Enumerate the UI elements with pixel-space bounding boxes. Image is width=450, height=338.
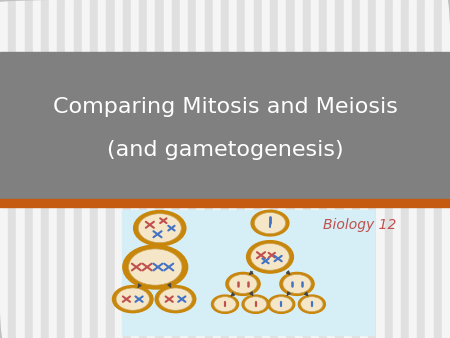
Ellipse shape xyxy=(138,214,181,243)
Bar xyxy=(376,0,385,338)
Bar xyxy=(16,0,25,338)
Bar xyxy=(434,0,442,338)
Bar xyxy=(172,0,180,338)
Bar xyxy=(213,0,221,338)
Bar xyxy=(0,199,450,207)
Ellipse shape xyxy=(112,286,153,313)
Bar xyxy=(164,0,172,338)
Bar xyxy=(57,0,65,338)
Bar xyxy=(352,0,360,338)
Ellipse shape xyxy=(301,297,323,312)
Bar xyxy=(147,0,155,338)
Bar xyxy=(25,0,33,338)
Bar xyxy=(74,0,82,338)
Bar xyxy=(335,0,344,338)
Bar xyxy=(319,0,327,338)
Bar xyxy=(425,0,434,338)
Ellipse shape xyxy=(283,274,311,293)
Bar xyxy=(123,0,131,338)
Bar xyxy=(295,0,303,338)
Bar xyxy=(327,0,335,338)
Ellipse shape xyxy=(159,288,192,310)
Bar xyxy=(90,0,98,338)
Bar xyxy=(82,0,90,338)
Bar xyxy=(286,0,295,338)
Bar xyxy=(8,0,16,338)
Bar xyxy=(180,0,188,338)
Text: Comparing Mitosis and Meiosis: Comparing Mitosis and Meiosis xyxy=(53,97,397,117)
Bar xyxy=(106,0,115,338)
Ellipse shape xyxy=(242,295,269,313)
Bar xyxy=(65,0,74,338)
Bar xyxy=(245,0,254,338)
Bar xyxy=(262,0,270,338)
Bar xyxy=(401,0,409,338)
Ellipse shape xyxy=(251,210,289,236)
Bar xyxy=(442,0,450,338)
Text: Biology 12: Biology 12 xyxy=(323,218,397,233)
Ellipse shape xyxy=(280,272,314,295)
Ellipse shape xyxy=(229,274,257,293)
Bar xyxy=(344,0,352,338)
Bar xyxy=(122,210,374,335)
Bar xyxy=(0,52,450,199)
Bar xyxy=(278,0,286,338)
Ellipse shape xyxy=(134,211,186,246)
Ellipse shape xyxy=(251,243,289,270)
Bar xyxy=(0,0,8,338)
Bar xyxy=(303,0,311,338)
Ellipse shape xyxy=(226,272,260,295)
Ellipse shape xyxy=(298,295,325,313)
Ellipse shape xyxy=(212,295,239,313)
Bar xyxy=(205,0,213,338)
Bar xyxy=(131,0,139,338)
Bar xyxy=(393,0,401,338)
Ellipse shape xyxy=(268,295,295,313)
Ellipse shape xyxy=(123,245,188,289)
Bar xyxy=(368,0,376,338)
Bar xyxy=(237,0,245,338)
Ellipse shape xyxy=(247,241,293,273)
Bar xyxy=(33,0,41,338)
Bar xyxy=(115,0,123,338)
Bar xyxy=(41,0,49,338)
Bar xyxy=(98,0,106,338)
Bar xyxy=(49,0,57,338)
Bar xyxy=(417,0,425,338)
Bar xyxy=(155,0,164,338)
Bar xyxy=(196,0,205,338)
Bar xyxy=(360,0,368,338)
Bar xyxy=(139,0,147,338)
Ellipse shape xyxy=(129,249,182,285)
Bar xyxy=(188,0,196,338)
Bar xyxy=(311,0,319,338)
Bar xyxy=(385,0,393,338)
Bar xyxy=(229,0,237,338)
Ellipse shape xyxy=(254,213,286,234)
Ellipse shape xyxy=(155,286,196,313)
Bar xyxy=(254,0,262,338)
Ellipse shape xyxy=(270,297,292,312)
Bar xyxy=(409,0,417,338)
Text: (and gametogenesis): (and gametogenesis) xyxy=(107,140,343,160)
Ellipse shape xyxy=(214,297,236,312)
Ellipse shape xyxy=(116,288,149,310)
Bar xyxy=(270,0,278,338)
Ellipse shape xyxy=(244,297,267,312)
Bar xyxy=(221,0,229,338)
